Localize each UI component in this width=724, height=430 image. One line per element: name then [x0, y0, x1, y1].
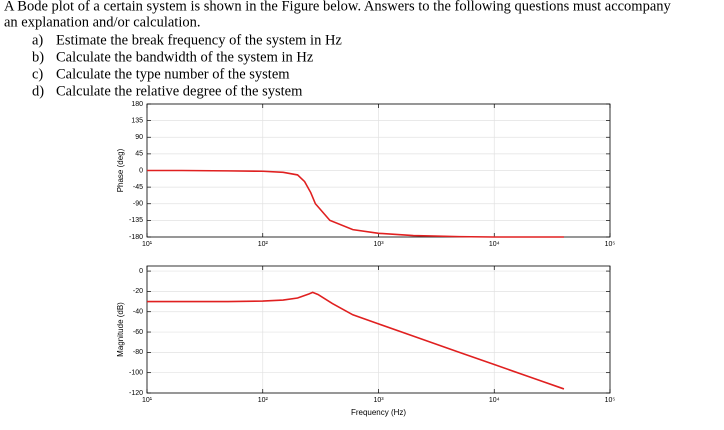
x-axis-title: Frequency (Hz) — [351, 408, 406, 417]
item-label: b) — [32, 49, 44, 65]
x-tick-label: 10¹ — [142, 397, 153, 404]
x-tick-label: 10¹ — [142, 241, 153, 248]
x-tick-label: 10⁴ — [489, 397, 500, 404]
y-tick-label: 90 — [135, 134, 143, 141]
item-text: Calculate the relative degree of the sys… — [56, 83, 303, 99]
item-text: Calculate the type number of the system — [56, 66, 290, 82]
item-label: c) — [32, 66, 43, 82]
y-tick-label: -180 — [129, 234, 143, 241]
x-tick-label: 10³ — [373, 241, 384, 248]
x-tick-label: 10⁴ — [489, 241, 500, 248]
y-tick-label: 0 — [139, 268, 143, 275]
y-tick-label: -120 — [129, 390, 143, 397]
plot-frame — [146, 265, 611, 394]
x-tick-label: 10² — [258, 241, 269, 248]
item-label: d) — [32, 83, 44, 99]
item-text: Estimate the break frequency of the syst… — [56, 32, 342, 48]
data-line — [147, 291, 565, 390]
y-tick-label: -45 — [133, 184, 143, 191]
x-tick-label: 10² — [258, 397, 269, 404]
item-text: Calculate the bandwidth of the system in… — [56, 49, 314, 65]
intro-line: A Bode plot of a certain system is shown… — [4, 0, 672, 14]
y-tick-label: 135 — [131, 117, 143, 124]
y-tick-label: -60 — [133, 329, 143, 336]
y-tick-label: 180 — [131, 101, 143, 108]
y-axis-title: Magnitude (dB) — [116, 302, 125, 357]
data-line — [147, 169, 564, 238]
y-tick-label: 45 — [135, 151, 143, 158]
item-label: a) — [32, 32, 43, 48]
x-tick-label: 10³ — [373, 397, 384, 404]
x-tick-label: 10⁵ — [605, 241, 616, 248]
y-axis-title: Phase (deg) — [116, 148, 125, 192]
y-tick-label: -135 — [129, 217, 143, 224]
y-tick-label: -40 — [133, 309, 143, 316]
intro-line: an explanation and/or calculation. — [4, 14, 200, 30]
y-tick-label: 0 — [139, 167, 143, 174]
y-tick-label: -80 — [133, 349, 143, 356]
y-tick-label: -100 — [129, 370, 143, 377]
y-tick-label: -20 — [133, 288, 143, 295]
x-tick-label: 10⁵ — [605, 397, 616, 404]
y-tick-label: -90 — [133, 201, 143, 208]
